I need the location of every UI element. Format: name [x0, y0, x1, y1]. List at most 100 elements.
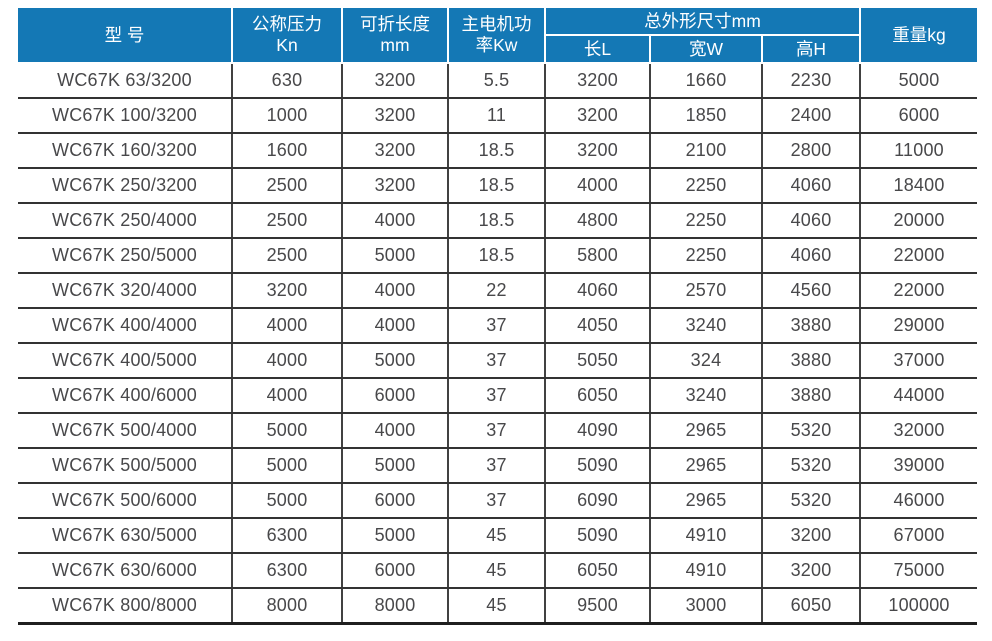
pressure-cell: 4000 [231, 307, 343, 344]
motor-power-cell: 37 [447, 447, 546, 484]
dim-length-cell: 4090 [544, 412, 651, 449]
dim-height-cell: 2800 [760, 132, 862, 169]
header-dimensions-group: 总外形尺寸mm [543, 8, 862, 36]
header-weight: 重量kg [859, 8, 978, 64]
dim-length-cell: 5090 [544, 517, 651, 554]
dim-width-cell: 2250 [649, 237, 763, 274]
model-cell: WC67K 250/4000 [18, 202, 233, 239]
model-cell: WC67K 630/6000 [18, 552, 233, 589]
dim-width-cell: 2570 [649, 272, 763, 309]
dim-width-cell: 2965 [649, 412, 763, 449]
weight-cell: 29000 [859, 307, 978, 344]
pressure-cell: 2500 [231, 237, 343, 274]
motor-power-cell: 45 [447, 587, 546, 625]
model-cell: WC67K 500/6000 [18, 482, 233, 519]
pressure-cell: 4000 [231, 377, 343, 414]
model-cell: WC67K 800/8000 [18, 587, 233, 625]
header-nominal-pressure-line1: 公称压力 [252, 14, 322, 35]
motor-power-cell: 37 [447, 342, 546, 379]
fold-length-cell: 8000 [341, 587, 449, 625]
table-row: WC67K 500/4000 5000 4000 37 4090 2965 5320 3200… [18, 412, 978, 449]
dim-length-cell: 9500 [544, 587, 651, 625]
dim-width-cell: 2100 [649, 132, 763, 169]
fold-length-cell: 5000 [341, 237, 449, 274]
table-row: WC67K 63/3200 630 3200 5.5 3200 1660 2230 5000 [18, 63, 978, 99]
model-cell: WC67K 250/5000 [18, 237, 233, 274]
dim-width-cell: 2965 [649, 482, 763, 519]
dim-length-cell: 6090 [544, 482, 651, 519]
fold-length-cell: 5000 [341, 342, 449, 379]
dim-length-cell: 4800 [544, 202, 651, 239]
pressure-cell: 5000 [231, 482, 343, 519]
dim-width-cell: 1660 [649, 63, 763, 99]
header-dim-height: 高H [760, 34, 861, 64]
dim-height-cell: 2400 [760, 97, 862, 134]
table-row: WC67K 500/6000 5000 6000 37 6090 2965 5320 4600… [18, 482, 978, 519]
weight-cell: 32000 [859, 412, 978, 449]
model-cell: WC67K 400/4000 [18, 307, 233, 344]
header-nominal-pressure-line2: Kn [276, 35, 298, 55]
weight-cell: 11000 [859, 132, 978, 169]
spec-table-body: WC67K 63/3200 630 3200 5.5 3200 1660 2230 5000 W… [18, 63, 978, 625]
fold-length-cell: 4000 [341, 202, 449, 239]
model-cell: WC67K 320/4000 [18, 272, 233, 309]
fold-length-cell: 3200 [341, 63, 449, 99]
pressure-cell: 2500 [231, 167, 343, 204]
model-cell: WC67K 500/5000 [18, 447, 233, 484]
header-dim-width-label: 宽W [688, 38, 724, 59]
header-dimensions-group-label: 总外形尺寸mm [644, 10, 761, 31]
model-cell: WC67K 63/3200 [18, 63, 233, 99]
dim-height-cell: 4560 [760, 272, 862, 309]
weight-cell: 37000 [859, 342, 978, 379]
pressure-cell: 6300 [231, 517, 343, 554]
header-dim-height-label: 高H [795, 38, 827, 59]
table-row: WC67K 400/6000 4000 6000 37 6050 3240 3880 4400… [18, 377, 978, 414]
header-row-2: 长L 宽W 高H [18, 34, 977, 64]
motor-power-cell: 37 [447, 412, 546, 449]
dim-height-cell: 5320 [760, 482, 862, 519]
dim-length-cell: 6050 [544, 377, 651, 414]
motor-power-cell: 45 [447, 517, 546, 554]
model-cell: WC67K 630/5000 [18, 517, 233, 554]
model-cell: WC67K 500/4000 [18, 412, 233, 449]
weight-cell: 22000 [859, 272, 978, 309]
fold-length-cell: 6000 [341, 482, 449, 519]
dim-width-cell: 2965 [649, 447, 763, 484]
dim-length-cell: 4060 [544, 272, 651, 309]
model-cell: WC67K 100/3200 [18, 97, 233, 134]
dim-height-cell: 3880 [760, 342, 862, 379]
fold-length-cell: 5000 [341, 517, 449, 554]
header-dim-length-label: 长L [583, 38, 612, 59]
table-row: WC67K 250/3200 2500 3200 18.5 4000 2250 4060 18… [18, 167, 978, 204]
motor-power-cell: 18.5 [447, 237, 546, 274]
table-row: WC67K 100/3200 1000 3200 11 3200 1850 2400 6000 [18, 97, 978, 134]
fold-length-cell: 4000 [341, 412, 449, 449]
table-row: WC67K 250/5000 2500 5000 18.5 5800 2250 4060 22… [18, 237, 978, 274]
header-model: 型 号 [18, 8, 233, 64]
header-nominal-pressure: 公称压力 Kn [231, 8, 343, 64]
header-motor-power: 主电机功 率Kw [447, 8, 546, 64]
dim-width-cell: 1850 [649, 97, 763, 134]
table-row: WC67K 400/4000 4000 4000 37 4050 3240 3880 2900… [18, 307, 978, 344]
motor-power-cell: 18.5 [447, 132, 546, 169]
model-cell: WC67K 250/3200 [18, 167, 233, 204]
fold-length-cell: 3200 [341, 167, 449, 204]
dim-width-cell: 2250 [649, 167, 763, 204]
pressure-cell: 6300 [231, 552, 343, 589]
model-cell: WC67K 400/6000 [18, 377, 233, 414]
motor-power-cell: 45 [447, 552, 546, 589]
dim-height-cell: 5320 [760, 447, 862, 484]
dim-height-cell: 4060 [760, 202, 862, 239]
dim-height-cell: 2230 [760, 63, 862, 99]
motor-power-cell: 37 [447, 482, 546, 519]
model-cell: WC67K 160/3200 [18, 132, 233, 169]
header-model-label: 型 号 [104, 24, 145, 45]
dim-width-cell: 3240 [649, 307, 763, 344]
dim-height-cell: 4060 [760, 237, 862, 274]
fold-length-cell: 6000 [341, 552, 449, 589]
table-row: WC67K 160/3200 1600 3200 18.5 3200 2100 2800 11… [18, 132, 978, 169]
header-motor-power-line1: 主电机功 [461, 14, 532, 35]
dim-width-cell: 4910 [649, 517, 763, 554]
weight-cell: 6000 [859, 97, 978, 134]
